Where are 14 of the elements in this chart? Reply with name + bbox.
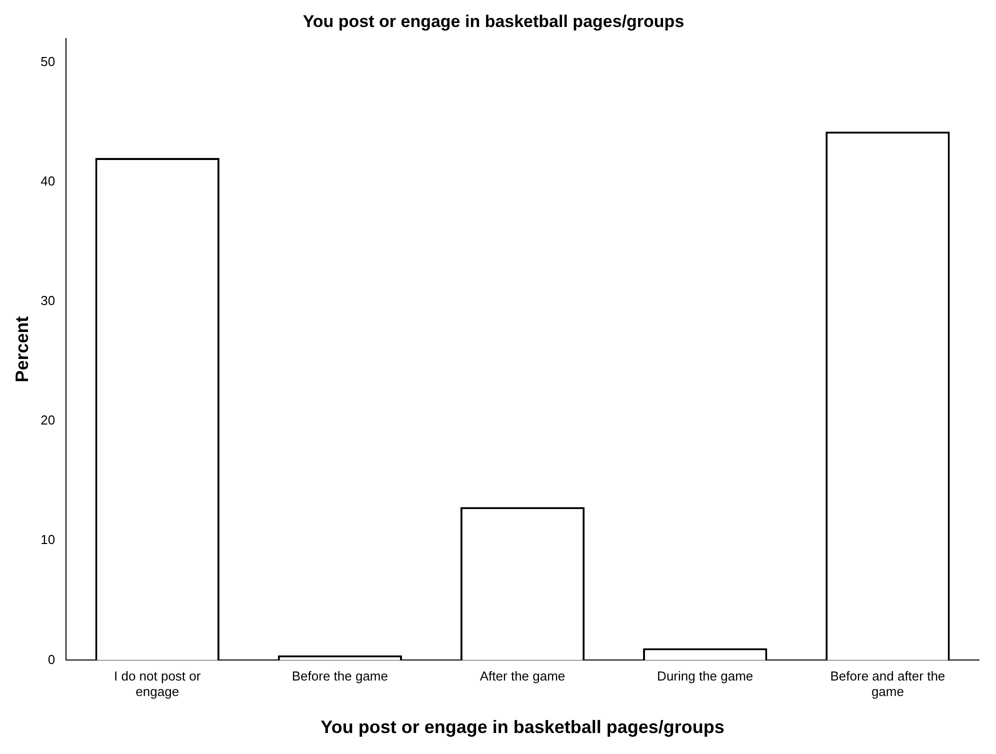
y-tick-label: 10 — [40, 532, 56, 548]
x-tick-label: Before the game — [292, 668, 388, 684]
y-tick-label: 20 — [40, 412, 56, 428]
x-tick-label: After the game — [480, 668, 566, 684]
x-tick-label: During the game — [657, 668, 754, 684]
x-tick-label: I do not post or engage — [114, 668, 202, 700]
chart-title: You post or engage in basketball pages/groups — [302, 12, 684, 31]
y-tick-label: 0 — [48, 652, 56, 667]
y-tick-label: 40 — [40, 173, 56, 188]
x-axis-title: You post or engage in basketball pages/groups — [320, 717, 724, 738]
x-tick-label: Before and after the game — [830, 668, 946, 700]
y-tick-label: 50 — [40, 54, 56, 69]
y-axis-title: Percent — [12, 316, 32, 382]
y-tick-label: 30 — [40, 293, 56, 308]
